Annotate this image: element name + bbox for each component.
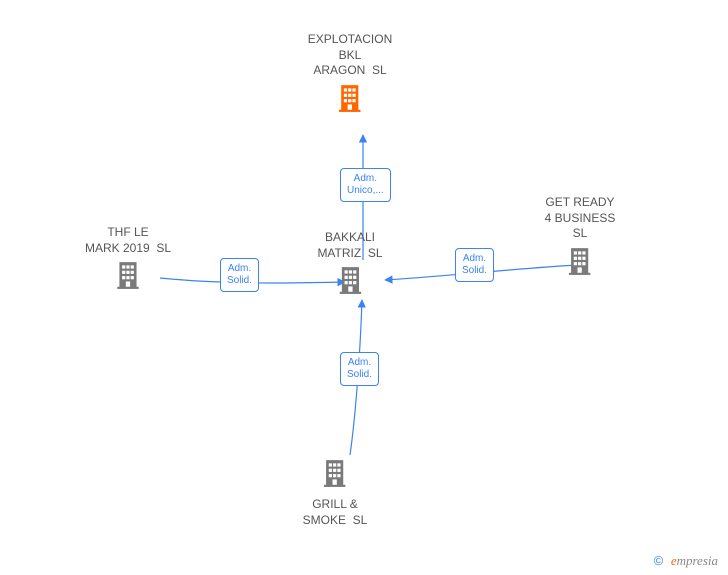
- building-icon: [115, 260, 141, 295]
- building-icon: [322, 458, 348, 493]
- edge-label: Adm. Solid.: [455, 248, 494, 282]
- watermark: © empresia: [654, 553, 718, 569]
- node-label: EXPLOTACION BKL ARAGON SL: [308, 32, 392, 79]
- node-bakkali-matriz: BAKKALI MATRIZ SL: [317, 230, 382, 300]
- brand-rest: mpresia: [677, 553, 718, 568]
- edge-label: Adm. Solid.: [220, 258, 259, 292]
- node-label: GET READY 4 BUSINESS SL: [545, 195, 616, 242]
- node-label: BAKKALI MATRIZ SL: [317, 230, 382, 261]
- edge-label: Adm. Solid.: [340, 352, 379, 386]
- node-grill-smoke: GRILL & SMOKE SL: [303, 458, 368, 530]
- node-get-ready: GET READY 4 BUSINESS SL: [545, 195, 616, 281]
- node-label: GRILL & SMOKE SL: [303, 497, 368, 528]
- copyright-symbol: ©: [654, 553, 664, 568]
- building-icon: [567, 246, 593, 281]
- edge-label: Adm. Unico,...: [340, 168, 391, 202]
- node-label: THF LE MARK 2019 SL: [85, 225, 171, 256]
- building-icon: [337, 265, 363, 300]
- building-icon: [337, 83, 363, 118]
- node-explotacion-bkl: EXPLOTACION BKL ARAGON SL: [308, 32, 392, 118]
- node-thf-le-mark: THF LE MARK 2019 SL: [85, 225, 171, 295]
